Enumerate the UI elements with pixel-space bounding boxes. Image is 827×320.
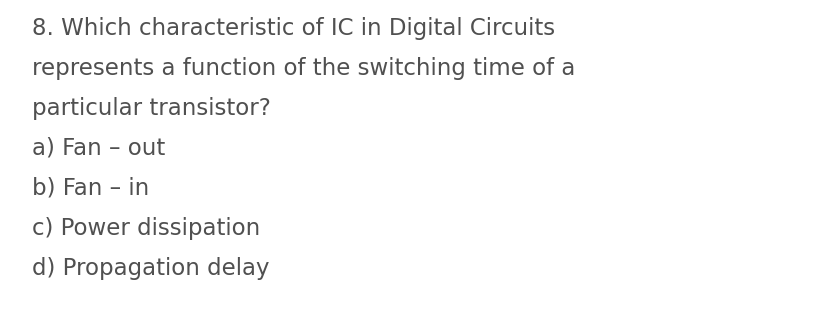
Text: d) Propagation delay: d) Propagation delay	[32, 257, 269, 279]
Text: c) Power dissipation: c) Power dissipation	[32, 217, 260, 239]
Text: a) Fan – out: a) Fan – out	[32, 137, 165, 159]
Text: 8. Which characteristic of IC in Digital Circuits: 8. Which characteristic of IC in Digital…	[32, 17, 554, 39]
Text: b) Fan – in: b) Fan – in	[32, 177, 149, 199]
Text: particular transistor?: particular transistor?	[32, 97, 270, 119]
Text: represents a function of the switching time of a: represents a function of the switching t…	[32, 57, 575, 79]
